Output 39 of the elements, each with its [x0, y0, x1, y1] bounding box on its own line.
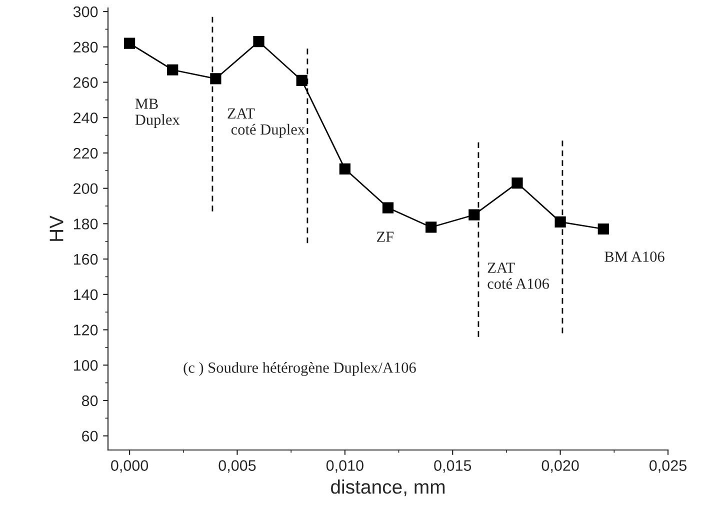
- annotation: (c ) Soudure hétérogène Duplex/A106: [184, 362, 416, 376]
- x-tick-label: 0,010: [326, 460, 364, 473]
- y-tick-label: 240: [74, 112, 98, 124]
- point: [210, 73, 222, 84]
- annotation: ZF: [376, 232, 394, 242]
- y-axis-title: HV: [50, 216, 64, 241]
- point: [512, 177, 523, 189]
- x-axis-title: distance, mm: [331, 480, 445, 496]
- y-tick-label: 200: [74, 183, 98, 194]
- y-tick-label: 100: [74, 360, 98, 371]
- point: [598, 223, 609, 235]
- x-tick-label: 0,025: [649, 460, 686, 473]
- annotation: ZAT coté A106: [488, 262, 550, 289]
- point: [468, 209, 480, 220]
- point: [554, 216, 566, 228]
- annotation: MB Duplex: [135, 98, 180, 128]
- y-tick-label: 60: [82, 430, 98, 442]
- x-tick-label: 0,020: [542, 460, 579, 473]
- point: [339, 163, 350, 174]
- y-tick-label: 260: [74, 77, 98, 88]
- y-tick-label: 120: [74, 324, 98, 336]
- y-tick-label: 220: [74, 148, 98, 159]
- point: [426, 222, 437, 233]
- annotation: BM A106: [604, 252, 664, 262]
- y-tick-label: 300: [73, 6, 98, 18]
- x-tick-label: 0,000: [111, 460, 148, 473]
- y-tick-label: 140: [74, 289, 98, 300]
- y-tick-label: 280: [74, 42, 98, 53]
- point: [296, 74, 308, 86]
- point: [124, 38, 136, 49]
- x-tick-label: 0,015: [434, 460, 472, 473]
- point: [167, 64, 178, 76]
- y-tick-label: 180: [74, 218, 98, 230]
- annotation: ZAT coté Duplex: [228, 108, 305, 138]
- point: [253, 36, 264, 48]
- point: [382, 202, 394, 214]
- y-tick-label: 80: [82, 395, 98, 406]
- y-tick-label: 160: [74, 254, 98, 265]
- x-tick-label: 0,005: [218, 460, 256, 473]
